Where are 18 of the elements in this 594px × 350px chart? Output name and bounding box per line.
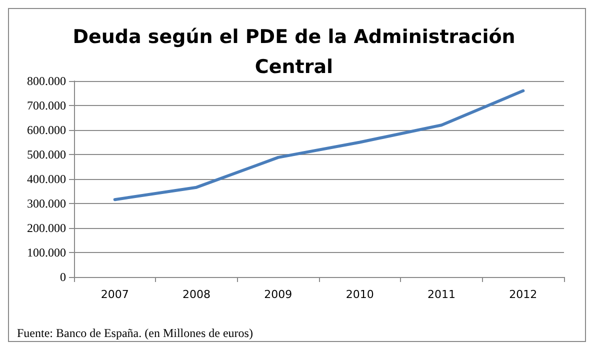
x-tick-label: 2011 <box>428 288 456 301</box>
y-tick-label: 800.000 <box>27 74 66 88</box>
y-tick-label: 100.000 <box>27 246 66 260</box>
y-tick-label: 200.000 <box>27 221 66 235</box>
y-tick-label: 500.000 <box>27 148 66 162</box>
x-tick-label: 2008 <box>182 288 210 301</box>
x-tick-label: 2007 <box>100 288 129 301</box>
x-tick-label: 2009 <box>264 288 292 301</box>
source-note: Fuente: Banco de España. (en Millones de euros) <box>17 326 253 340</box>
x-tick-label: 2010 <box>346 288 374 301</box>
y-tick-label: 600.000 <box>27 123 66 137</box>
chart-title: Deuda según el PDE de la Administración Central <box>72 26 516 78</box>
y-tick-label: 300.000 <box>27 196 66 210</box>
x-tick-label: 2012 <box>509 288 538 301</box>
line-series <box>113 89 525 202</box>
y-tick-label: 0 <box>60 270 66 284</box>
y-tick-label: 700.000 <box>27 98 66 112</box>
y-tick-label: 400.000 <box>27 172 66 186</box>
